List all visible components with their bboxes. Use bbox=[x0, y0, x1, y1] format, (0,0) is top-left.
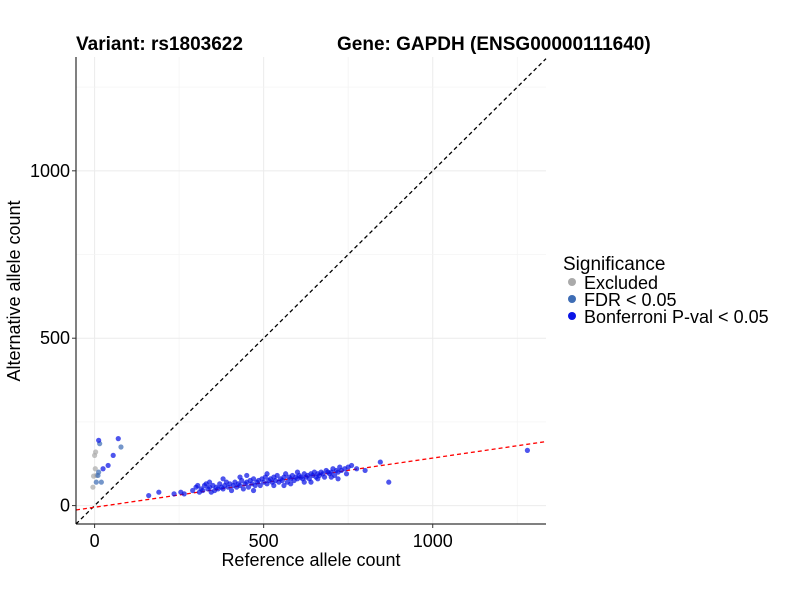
axes bbox=[75, 57, 546, 525]
x-axis-label: Reference allele count bbox=[221, 550, 400, 570]
data-point bbox=[240, 486, 246, 492]
data-point bbox=[294, 469, 301, 475]
legend-entry-label: Excluded bbox=[584, 273, 658, 293]
data-point bbox=[228, 487, 235, 494]
data-point bbox=[96, 469, 102, 475]
data-point bbox=[118, 444, 124, 450]
fit-line bbox=[75, 440, 547, 511]
data-point bbox=[250, 487, 257, 494]
data-point bbox=[146, 492, 152, 499]
data-point bbox=[181, 491, 187, 497]
data-point bbox=[524, 447, 531, 453]
data-point bbox=[362, 467, 368, 474]
diagonal-line bbox=[75, 58, 547, 525]
data-point bbox=[343, 471, 350, 477]
legend-key bbox=[568, 312, 576, 320]
data-point bbox=[283, 471, 289, 477]
data-point bbox=[301, 479, 307, 485]
legend-entry-label: Bonferroni P-val < 0.05 bbox=[584, 307, 769, 327]
data-point bbox=[200, 487, 206, 494]
legend-key bbox=[568, 295, 576, 303]
tick-labels: 0 500 1000 0 500 1000 bbox=[30, 161, 453, 551]
data-point bbox=[245, 484, 252, 490]
data-point bbox=[308, 479, 314, 485]
data-point bbox=[100, 466, 106, 472]
data-point bbox=[250, 476, 257, 482]
data-point bbox=[315, 476, 321, 482]
data-point bbox=[348, 462, 355, 469]
data-point bbox=[110, 452, 116, 458]
grid-lines bbox=[76, 57, 546, 524]
data-point bbox=[377, 459, 383, 465]
y-tick-label: 0 bbox=[60, 496, 70, 516]
data-point bbox=[171, 491, 177, 497]
chart-title-gene: Gene: GAPDH (ENSG00000111640) bbox=[337, 34, 651, 55]
legend-title: Significance bbox=[563, 254, 665, 275]
data-point bbox=[264, 471, 270, 477]
data-point bbox=[206, 479, 213, 485]
data-point bbox=[328, 474, 334, 480]
reference-lines bbox=[75, 58, 547, 525]
data-point bbox=[115, 436, 121, 442]
chart-title-variant: Variant: rs1803622 bbox=[76, 34, 243, 55]
data-point bbox=[288, 481, 294, 487]
data-point bbox=[93, 449, 99, 455]
data-point bbox=[156, 489, 162, 495]
data-point bbox=[93, 479, 99, 485]
data-point bbox=[237, 482, 243, 489]
y-tick-label: 1000 bbox=[30, 161, 70, 181]
y-axis-label: Alternative allele count bbox=[4, 200, 24, 381]
x-tick-label: 0 bbox=[90, 531, 100, 551]
data-point bbox=[354, 466, 360, 472]
data-point bbox=[105, 462, 111, 469]
y-tick-label: 500 bbox=[40, 328, 70, 348]
x-tick-label: 1000 bbox=[413, 531, 453, 551]
data-point bbox=[98, 479, 104, 485]
data-point bbox=[274, 472, 280, 479]
legend-key bbox=[568, 278, 576, 286]
data-point bbox=[190, 487, 196, 494]
data-point bbox=[195, 482, 201, 489]
data-point bbox=[257, 482, 263, 489]
data-point bbox=[335, 476, 341, 482]
data-point bbox=[281, 482, 287, 489]
x-tick-label: 500 bbox=[249, 531, 279, 551]
data-point bbox=[386, 479, 392, 485]
data-point bbox=[96, 437, 102, 443]
data-points bbox=[90, 436, 531, 499]
data-point bbox=[271, 482, 277, 489]
legend-entry-label: FDR < 0.05 bbox=[584, 290, 677, 310]
data-point bbox=[90, 484, 96, 490]
data-point bbox=[237, 474, 243, 480]
data-point bbox=[321, 474, 328, 480]
data-point bbox=[244, 472, 250, 479]
data-point bbox=[92, 466, 98, 472]
data-point bbox=[220, 476, 226, 482]
